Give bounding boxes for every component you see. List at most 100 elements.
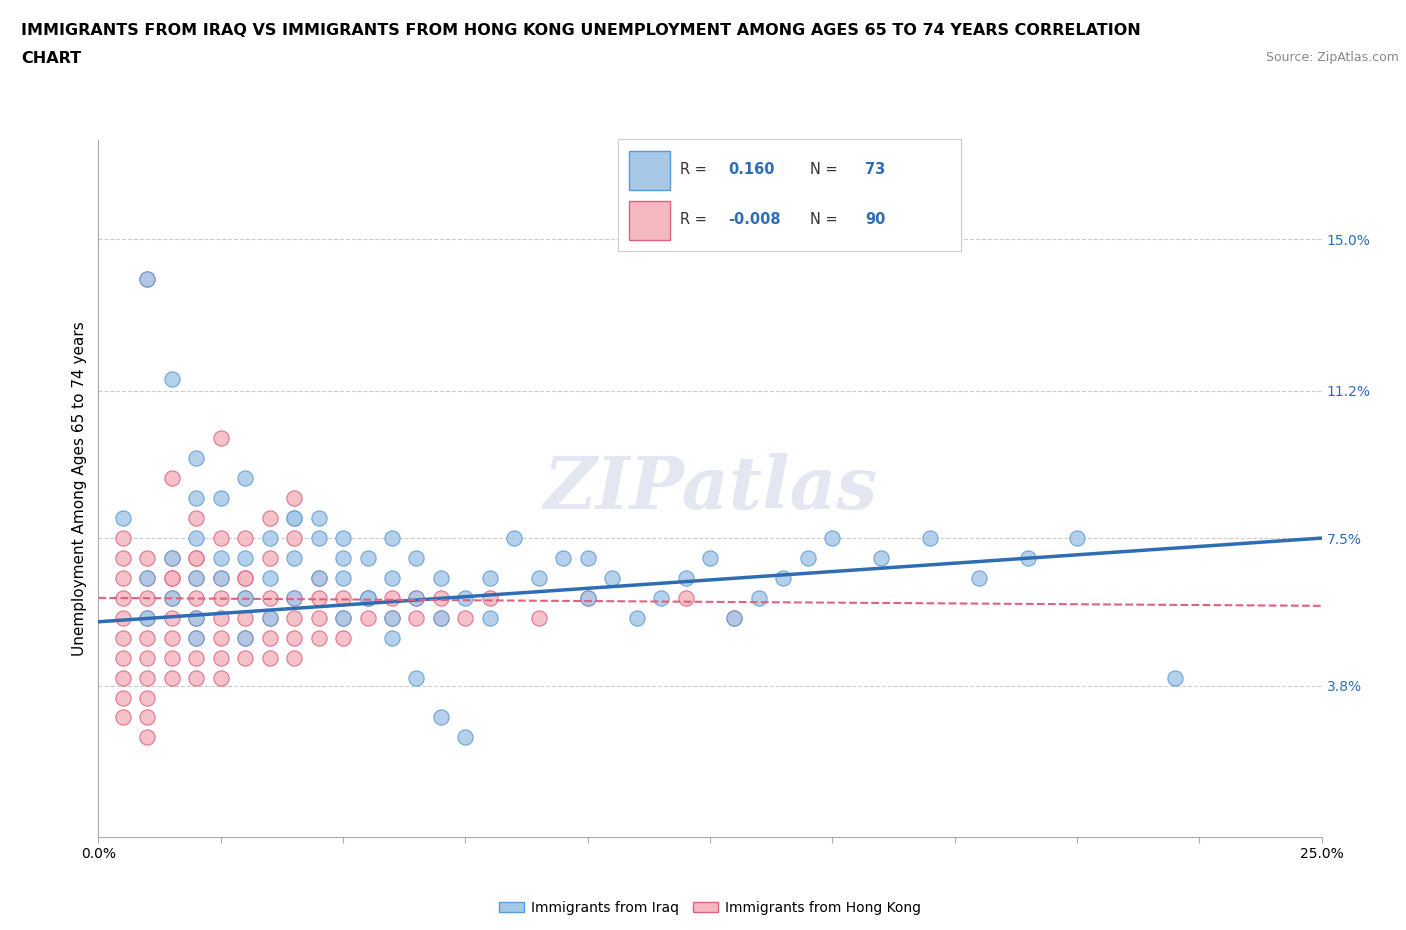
Point: [136, 710, 159, 724]
Point: [259, 631, 281, 645]
Point: [160, 591, 183, 605]
Point: [233, 471, 256, 485]
Point: [405, 551, 427, 565]
Point: [332, 591, 354, 605]
Point: [160, 551, 183, 565]
Point: [259, 551, 281, 565]
Point: [332, 631, 354, 645]
Point: [136, 272, 159, 286]
Point: [308, 531, 330, 546]
Point: [209, 431, 232, 445]
Point: [356, 591, 378, 605]
Point: [381, 531, 404, 546]
Point: [209, 631, 232, 645]
Point: [332, 551, 354, 565]
Point: [209, 591, 232, 605]
Point: [136, 610, 159, 625]
Point: [259, 610, 281, 625]
Point: [186, 631, 208, 645]
Point: [209, 551, 232, 565]
Point: [430, 710, 453, 724]
Point: [186, 650, 208, 665]
Point: [160, 371, 183, 386]
Y-axis label: Unemployment Among Ages 65 to 74 years: Unemployment Among Ages 65 to 74 years: [72, 321, 87, 656]
Point: [527, 610, 550, 625]
Point: [478, 570, 501, 585]
Point: [233, 631, 256, 645]
Point: [111, 511, 134, 525]
Point: [111, 531, 134, 546]
Point: [332, 610, 354, 625]
Point: [527, 570, 550, 585]
Point: [283, 511, 305, 525]
Point: [259, 591, 281, 605]
Point: [723, 610, 745, 625]
Point: [160, 610, 183, 625]
Point: [233, 650, 256, 665]
Point: [136, 570, 159, 585]
Point: [136, 570, 159, 585]
Point: [699, 551, 721, 565]
Point: [430, 610, 453, 625]
Point: [186, 551, 208, 565]
Point: [259, 650, 281, 665]
Point: [233, 591, 256, 605]
Text: CHART: CHART: [21, 51, 82, 66]
Point: [381, 570, 404, 585]
Point: [553, 551, 575, 565]
Point: [283, 551, 305, 565]
Point: [503, 531, 526, 546]
Point: [160, 650, 183, 665]
Point: [186, 570, 208, 585]
Text: IMMIGRANTS FROM IRAQ VS IMMIGRANTS FROM HONG KONG UNEMPLOYMENT AMONG AGES 65 TO : IMMIGRANTS FROM IRAQ VS IMMIGRANTS FROM …: [21, 23, 1140, 38]
Point: [233, 591, 256, 605]
Point: [186, 591, 208, 605]
Point: [160, 631, 183, 645]
Point: [772, 570, 794, 585]
Point: [675, 570, 697, 585]
Point: [454, 591, 477, 605]
Point: [209, 531, 232, 546]
Point: [1066, 531, 1088, 546]
Point: [111, 671, 134, 685]
Point: [356, 610, 378, 625]
Point: [160, 570, 183, 585]
Point: [748, 591, 770, 605]
Point: [259, 570, 281, 585]
Point: [136, 690, 159, 705]
Point: [186, 631, 208, 645]
Point: [283, 531, 305, 546]
Point: [283, 631, 305, 645]
Point: [186, 511, 208, 525]
Point: [111, 631, 134, 645]
Point: [675, 591, 697, 605]
Point: [381, 631, 404, 645]
Point: [283, 511, 305, 525]
Point: [650, 591, 672, 605]
Point: [356, 551, 378, 565]
Point: [308, 570, 330, 585]
Point: [186, 551, 208, 565]
Text: ZIPatlas: ZIPatlas: [543, 453, 877, 524]
Point: [1017, 551, 1039, 565]
Point: [283, 591, 305, 605]
Point: [405, 671, 427, 685]
Point: [186, 570, 208, 585]
Point: [160, 591, 183, 605]
Legend: Immigrants from Iraq, Immigrants from Hong Kong: Immigrants from Iraq, Immigrants from Ho…: [494, 896, 927, 921]
Point: [160, 471, 183, 485]
Point: [259, 511, 281, 525]
Point: [356, 591, 378, 605]
Point: [136, 650, 159, 665]
Point: [259, 531, 281, 546]
Point: [283, 491, 305, 506]
Point: [160, 570, 183, 585]
Point: [186, 451, 208, 466]
Point: [233, 570, 256, 585]
Point: [111, 690, 134, 705]
Point: [308, 610, 330, 625]
Point: [186, 671, 208, 685]
Point: [600, 570, 623, 585]
Point: [186, 610, 208, 625]
Point: [626, 610, 648, 625]
